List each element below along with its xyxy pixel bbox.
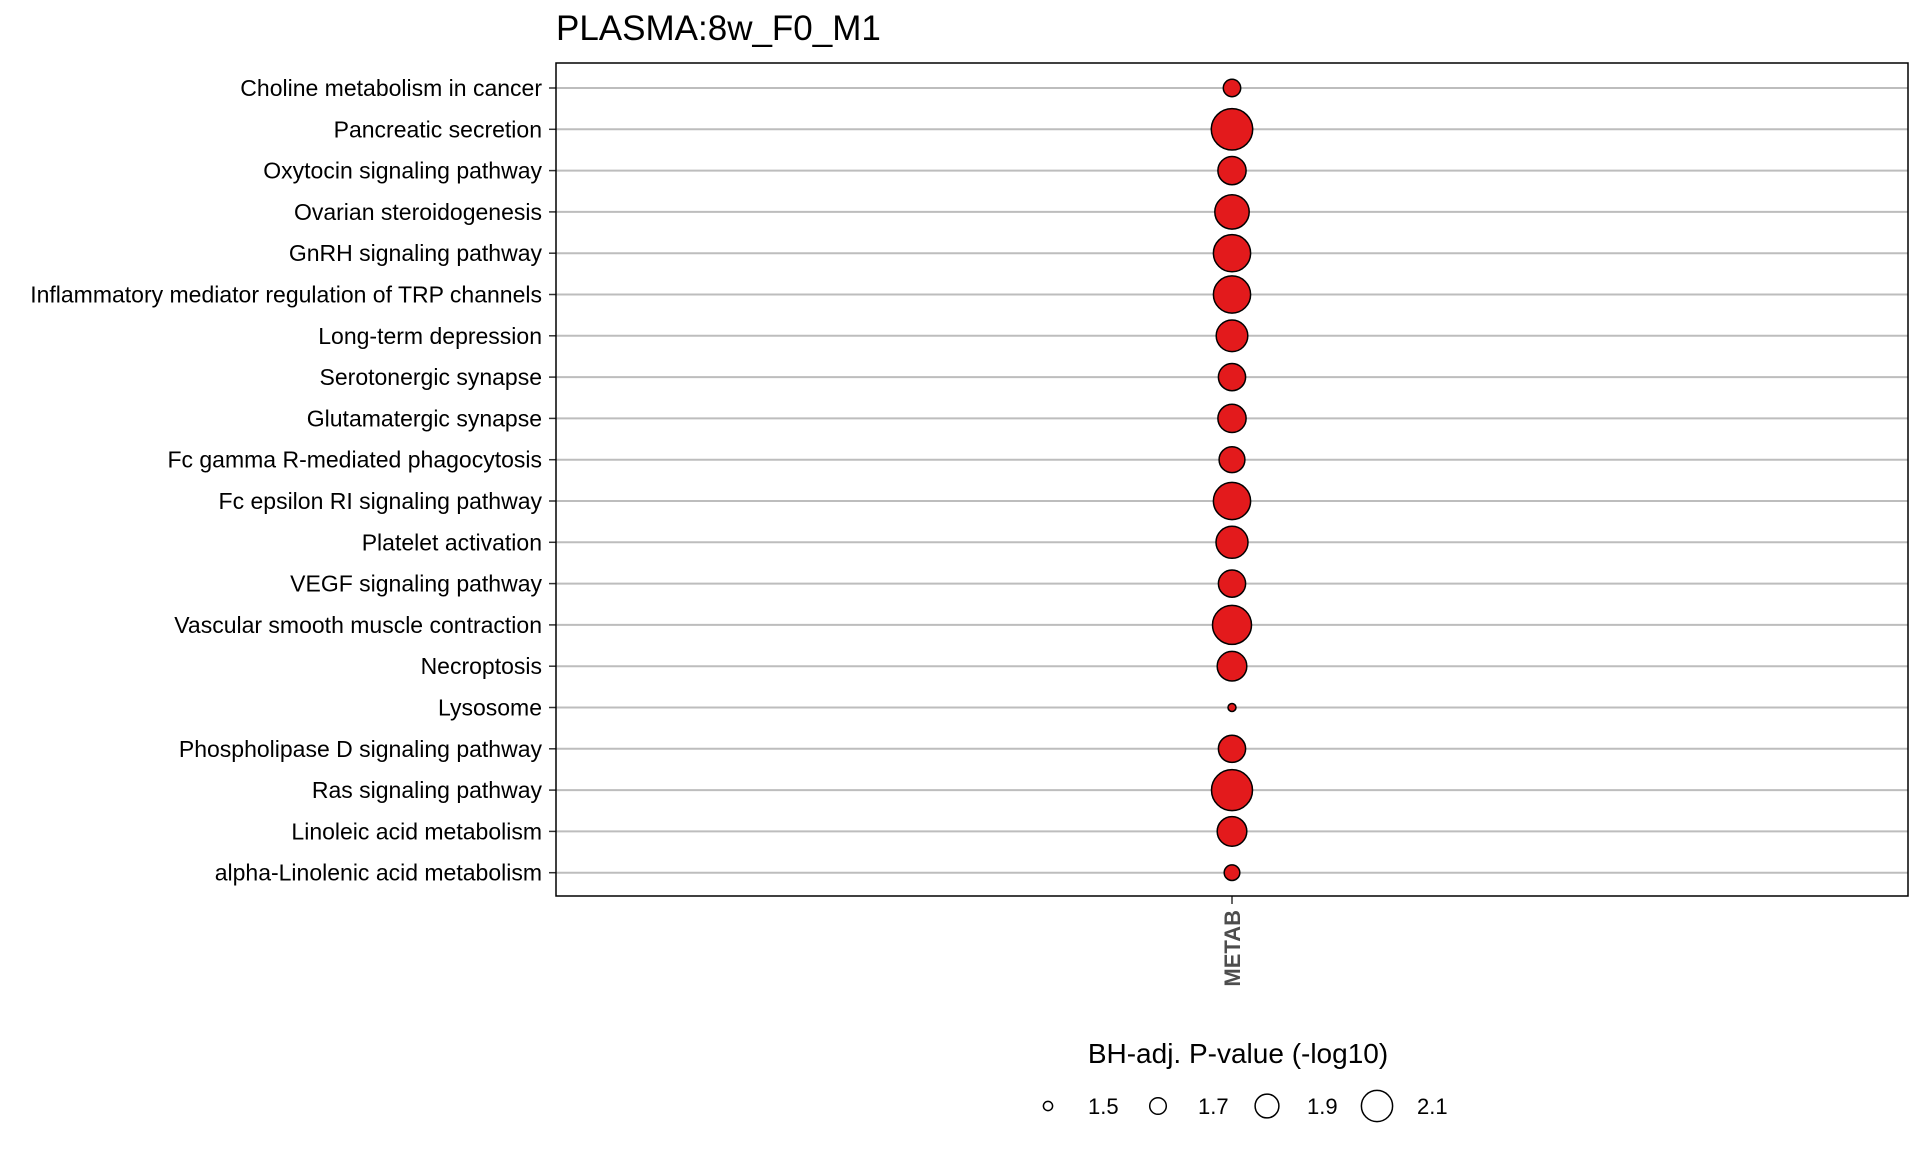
y-tick-label: VEGF signaling pathway (290, 571, 542, 597)
legend-label: 2.1 (1417, 1094, 1448, 1119)
data-point (1217, 362, 1247, 392)
data-point (1223, 864, 1241, 882)
data-point (1214, 193, 1250, 230)
y-tick-label: Long-term depression (318, 323, 542, 349)
data-points (1210, 78, 1254, 882)
legend-key (1360, 1089, 1394, 1123)
y-tick-label: Serotonergic synapse (320, 364, 542, 390)
legend-key (1042, 1100, 1054, 1112)
data-point (1218, 446, 1246, 474)
y-tick-label: Linoleic acid metabolism (291, 818, 542, 844)
y-tick-label: Ovarian steroidogenesis (294, 199, 542, 225)
size-legend: BH-adj. P-value (-log10) 1.5 1.7 1.9 2.1 (1042, 1038, 1448, 1123)
y-tick-label: GnRH signaling pathway (289, 240, 543, 266)
x-axis: METAB (1220, 896, 1245, 987)
data-point (1215, 319, 1249, 353)
plot-panel-border (555, 62, 1909, 897)
data-point (1212, 481, 1252, 521)
y-tick-label: Fc epsilon RI signaling pathway (219, 488, 543, 514)
legend-label: 1.7 (1198, 1094, 1229, 1119)
data-point (1211, 604, 1253, 646)
y-tick-label: Choline metabolism in cancer (240, 75, 542, 101)
data-point (1216, 650, 1248, 682)
y-axis: Choline metabolism in cancer Pancreatic s… (30, 75, 556, 886)
legend-key (1254, 1093, 1280, 1119)
data-point (1227, 702, 1237, 713)
data-point (1212, 275, 1252, 314)
data-point (1216, 815, 1248, 847)
y-tick-label: Lysosome (438, 695, 542, 721)
y-tick-label: Glutamatergic synapse (307, 405, 542, 431)
chart-title: PLASMA:8w_F0_M1 (556, 9, 881, 48)
y-tick-label: alpha-Linolenic acid metabolism (215, 860, 542, 886)
y-tick-label: Inflammatory mediator regulation of TRP … (30, 282, 542, 308)
data-point (1217, 155, 1247, 186)
y-tick-label: Oxytocin signaling pathway (263, 158, 542, 184)
legend-label: 1.5 (1088, 1094, 1119, 1119)
data-point (1217, 734, 1247, 764)
data-point (1215, 525, 1249, 560)
data-point (1210, 107, 1254, 151)
data-point (1222, 78, 1242, 98)
data-point (1217, 403, 1247, 434)
legend-title: BH-adj. P-value (-log10) (1088, 1038, 1388, 1069)
y-tick-label: Fc gamma R-mediated phagocytosis (167, 447, 542, 473)
legend-label: 1.9 (1307, 1094, 1338, 1119)
y-tick-label: Ras signaling pathway (312, 777, 543, 803)
legend-key (1148, 1096, 1168, 1116)
data-point (1210, 768, 1254, 812)
y-tick-label: Phospholipase D signaling pathway (179, 736, 543, 762)
y-tick-label: Necroptosis (421, 653, 542, 679)
y-tick-label: Pancreatic secretion (334, 116, 542, 142)
y-tick-label: Platelet activation (362, 529, 542, 555)
y-tick-label: Vascular smooth muscle contraction (174, 612, 542, 638)
data-point (1217, 569, 1247, 598)
data-point (1212, 233, 1252, 273)
x-tick-label: METAB (1220, 910, 1245, 987)
